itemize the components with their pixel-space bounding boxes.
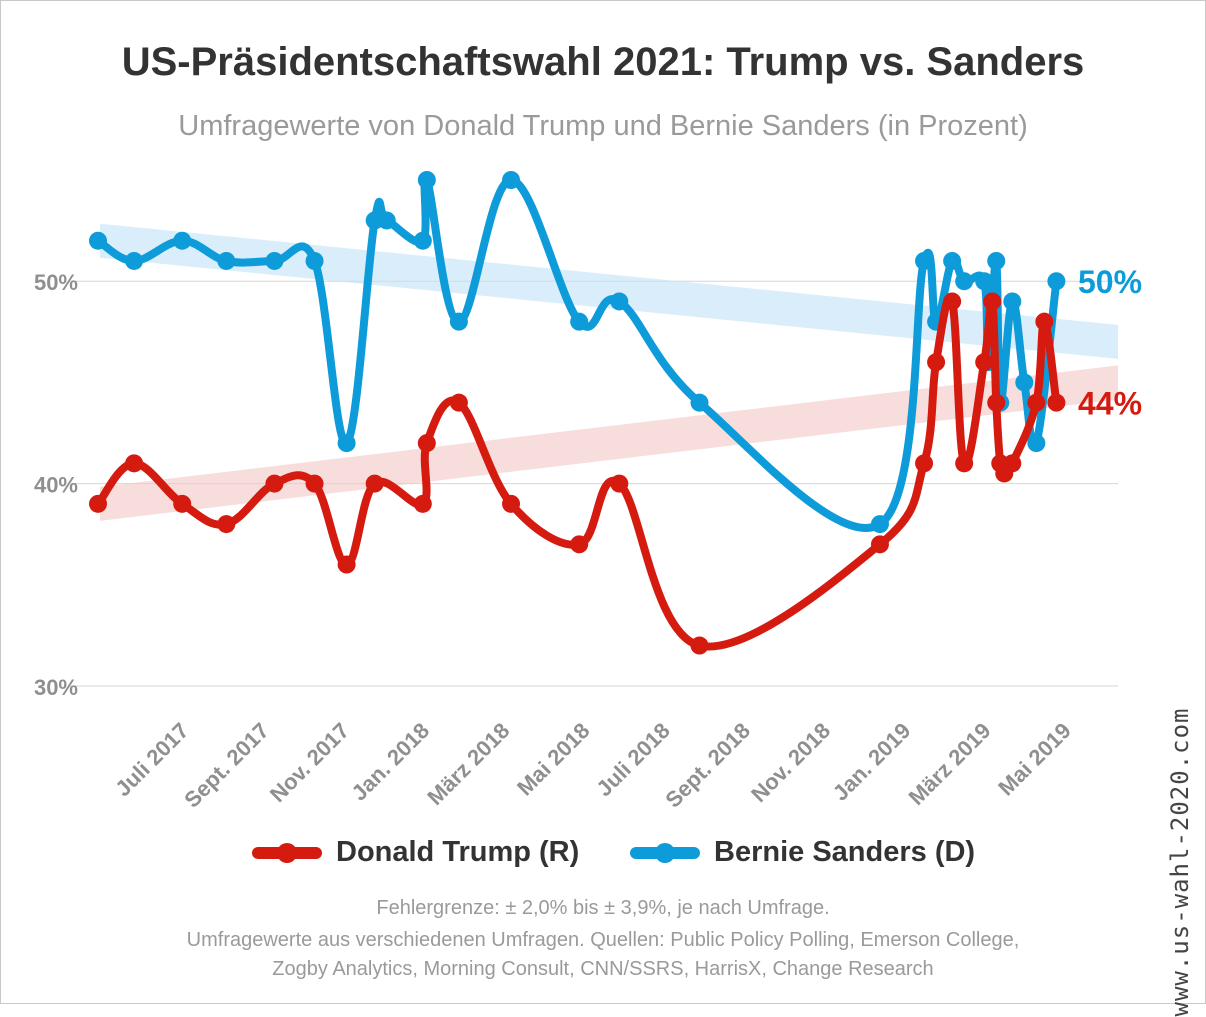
data-point-trump-26: [1027, 393, 1046, 412]
legend-swatch-trump: [252, 842, 322, 863]
data-point-trump-9: [417, 434, 436, 453]
data-point-sanders-26: [1015, 373, 1034, 392]
data-point-trump-6: [337, 555, 356, 574]
y-tick-label: 40%: [34, 473, 78, 498]
data-point-trump-7: [365, 474, 384, 493]
chart-subtitle: Umfragewerte von Donald Trump und Bernie…: [178, 110, 1028, 142]
y-tick-label: 30%: [34, 675, 78, 700]
data-point-trump-22: [987, 393, 1006, 412]
data-point-trump-0: [89, 494, 107, 513]
data-point-trump-15: [870, 535, 889, 554]
data-point-sanders-6: [337, 434, 356, 453]
data-point-sanders-0: [89, 231, 107, 250]
data-point-sanders-3: [217, 251, 236, 270]
x-tick-label: März 2019: [904, 718, 996, 810]
footnote-sources-1: Umfragewerte aus verschiedenen Umfragen.…: [186, 929, 1020, 951]
data-point-sanders-16: [870, 515, 889, 534]
data-point-sanders-11: [449, 312, 468, 331]
data-point-trump-25: [1003, 454, 1022, 473]
x-tick-label: Jan. 2019: [828, 718, 916, 806]
data-point-sanders-17: [915, 251, 934, 270]
x-tick-label: Jan. 2018: [346, 718, 434, 806]
data-point-sanders-12: [502, 171, 521, 189]
watermark-url: www.us-wahl-2020.com: [1166, 707, 1194, 1017]
legend-item-trump: Donald Trump (R): [252, 836, 579, 869]
x-tick-label: Mai 2019: [993, 718, 1076, 801]
data-point-trump-28: [1047, 393, 1066, 412]
data-point-trump-1: [125, 454, 144, 473]
data-point-trump-21: [983, 292, 1002, 311]
data-point-sanders-14: [610, 292, 629, 311]
data-point-trump-12: [570, 535, 589, 554]
data-point-trump-11: [502, 494, 521, 513]
end-label-trump: 44%: [1078, 386, 1142, 422]
data-point-sanders-4: [265, 251, 284, 270]
data-point-sanders-23: [987, 251, 1006, 270]
data-point-sanders-1: [125, 251, 144, 270]
x-tick-label: Sept. 2018: [660, 718, 755, 813]
data-point-trump-27: [1035, 312, 1054, 331]
data-point-sanders-28: [1047, 272, 1066, 291]
data-point-trump-13: [610, 474, 629, 493]
data-point-trump-2: [173, 494, 192, 513]
legend-swatch-sanders: [630, 842, 700, 863]
data-point-trump-14: [690, 636, 709, 655]
data-point-trump-20: [975, 353, 994, 372]
data-point-trump-5: [305, 474, 324, 493]
legend-label-sanders: Bernie Sanders (D): [714, 836, 976, 868]
data-point-sanders-25: [1003, 292, 1022, 311]
data-point-trump-18: [943, 292, 962, 311]
data-point-trump-4: [265, 474, 284, 493]
footnote-sources-2: Zogby Analytics, Morning Consult, CNN/SS…: [272, 958, 934, 980]
data-point-trump-8: [413, 494, 432, 513]
chart-title: US-Präsidentschaftswahl 2021: Trump vs. …: [121, 40, 1085, 84]
data-point-sanders-15: [690, 393, 709, 412]
data-point-sanders-10: [417, 171, 436, 189]
data-point-trump-16: [915, 454, 934, 473]
data-point-trump-19: [955, 454, 974, 473]
x-tick-label: März 2018: [422, 718, 514, 810]
x-tick-label: Mai 2018: [512, 718, 595, 801]
y-tick-label: 50%: [34, 270, 78, 295]
x-tick-label: Nov. 2018: [746, 718, 835, 807]
data-point-trump-3: [217, 515, 236, 534]
x-tick-label: Juli 2017: [110, 718, 193, 801]
data-point-sanders-9: [413, 231, 432, 250]
footnote-margin-of-error: Fehlergrenze: ± 2,0% bis ± 3,9%, je nach…: [376, 897, 830, 919]
x-tick-label: Nov. 2017: [265, 718, 354, 807]
data-point-sanders-2: [173, 231, 192, 250]
trend-band-trump: [100, 365, 1118, 521]
end-label-sanders: 50%: [1078, 264, 1142, 300]
data-point-trump-17: [927, 353, 946, 372]
legend-item-sanders: Bernie Sanders (D): [630, 836, 975, 869]
data-point-sanders-13: [570, 312, 589, 331]
data-point-sanders-19: [943, 251, 962, 270]
data-point-sanders-5: [305, 251, 324, 270]
data-point-sanders-8: [377, 211, 396, 230]
legend-label-trump: Donald Trump (R): [336, 836, 580, 868]
data-point-sanders-27: [1027, 434, 1046, 453]
data-point-trump-10: [449, 393, 468, 412]
x-tick-label: Juli 2018: [591, 718, 674, 801]
x-tick-label: Sept. 2017: [179, 718, 274, 813]
trend-band-sanders: [100, 223, 1118, 359]
data-point-sanders-21: [975, 272, 994, 291]
data-point-sanders-20: [955, 272, 974, 291]
